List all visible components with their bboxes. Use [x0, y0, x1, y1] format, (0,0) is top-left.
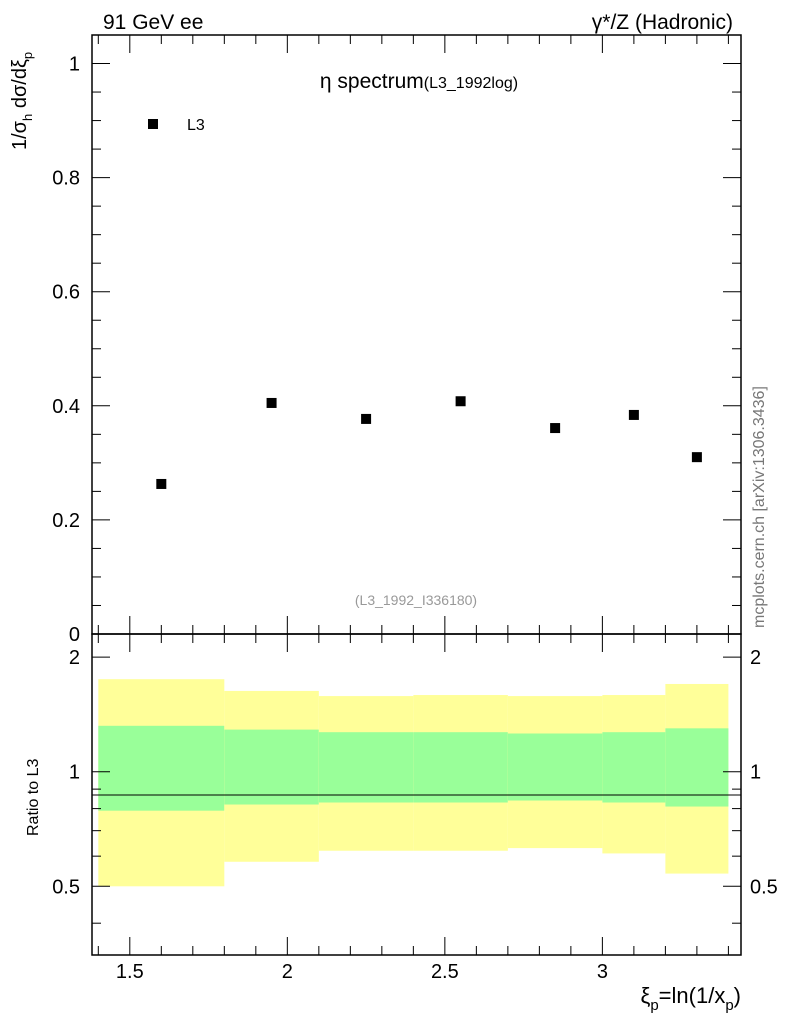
analysis-label: (L3_1992_I336180) — [355, 592, 477, 608]
ratio-plot-frame — [91, 633, 742, 956]
x-axis-label: ξp=ln(1/xp) — [640, 983, 741, 1014]
ratio-band-inner — [507, 733, 603, 801]
ratio-band-inner — [224, 729, 319, 805]
tick-label: 1 — [750, 762, 761, 784]
tick-label: 2 — [69, 647, 80, 669]
data-point — [550, 423, 561, 434]
tick-label: 2.5 — [431, 961, 459, 983]
legend-label-l3: L3 — [187, 117, 205, 134]
tick-label: 1 — [69, 54, 80, 76]
plot-title-sub: (L3_1992log) — [424, 75, 518, 92]
header-left: 91 GeV ee — [103, 11, 203, 34]
tick-label: 0 — [69, 624, 80, 646]
data-point — [266, 397, 277, 408]
axis-tick-labels: 1.5 2 2.5 3 0 0.2 0.4 0.6 0.8 1 0.5 0.5 1 1 2 2 — [52, 54, 778, 983]
tick-label: 0.8 — [52, 168, 80, 190]
plot-title-main: η spectrum — [320, 70, 424, 93]
tick-label: 0.4 — [52, 396, 80, 418]
tick-label: 1.5 — [116, 961, 144, 983]
tick-label: 2 — [282, 961, 293, 983]
data-point — [628, 409, 639, 420]
ratio-bands — [98, 679, 729, 887]
y-axis-label: 1/σh dσ/dξp — [9, 52, 35, 150]
ratio-band-inner — [413, 732, 508, 803]
data-point — [455, 396, 466, 407]
ratio-band-inner — [665, 728, 729, 807]
tick-label: 2 — [750, 647, 761, 669]
ratio-band-inner — [98, 725, 225, 811]
tick-label: 0.6 — [52, 282, 80, 304]
data-point — [691, 452, 702, 463]
tick-label: 0.5 — [52, 876, 80, 898]
data-points — [156, 396, 702, 489]
tick-label: 3 — [597, 961, 608, 983]
tick-label: 0.5 — [750, 876, 778, 898]
data-point — [361, 413, 372, 424]
watermark: mcplots.cern.ch [arXiv:1306.3436] — [751, 386, 768, 628]
tick-label: 0.2 — [52, 510, 80, 532]
ratio-y-axis-label: Ratio to L3 — [25, 759, 42, 836]
axis-ticks — [92, 34, 741, 955]
data-point — [156, 478, 167, 489]
ratio-band-inner — [602, 732, 666, 803]
tick-label: 1 — [69, 762, 80, 784]
ratio-band-inner — [318, 732, 414, 803]
header-right: γ*/Z (Hadronic) — [592, 11, 733, 34]
plot-title: η spectrum(L3_1992log) — [320, 70, 518, 93]
legend-marker-l3 — [148, 119, 158, 129]
